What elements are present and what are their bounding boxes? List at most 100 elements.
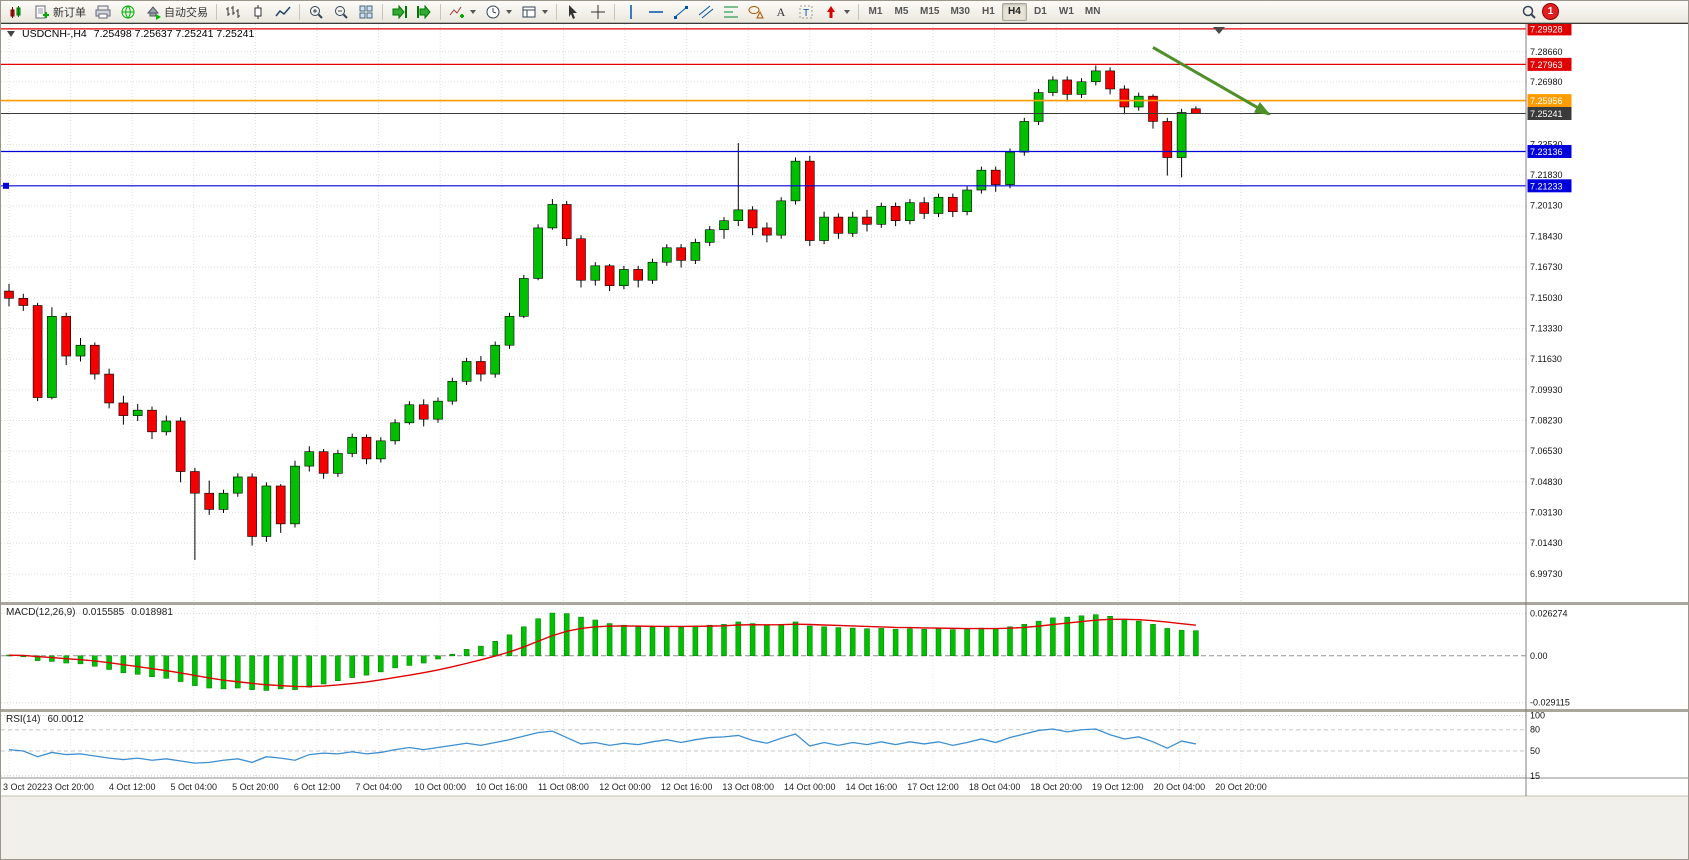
hline-handle[interactable] [3,182,9,189]
timeframe-m1-button[interactable]: M1 [863,3,888,21]
print-button[interactable] [91,2,115,22]
notification-badge[interactable]: 1 [1542,3,1559,20]
macd-histogram-bar [463,649,470,657]
timeframe-m30-button[interactable]: M30 [945,3,974,21]
macd-histogram-bar [606,623,613,657]
timeframe-h1-button[interactable]: H1 [976,3,1001,21]
crosshair-button[interactable] [586,2,610,22]
time-axis-label: 17 Oct 12:00 [907,782,959,792]
macd-histogram-bar [134,655,141,675]
arrows-button[interactable] [819,2,854,22]
price-axis-label: 7.08230 [1530,415,1563,425]
candle-bull [704,229,715,243]
macd-histogram-bar [664,626,670,657]
candle-bear [1148,95,1158,122]
price-axis-label: 6.99730 [1530,569,1563,579]
chart-shift-button[interactable] [412,2,436,22]
macd-signal-value: 0.018981 [131,607,173,618]
macd-histogram-bar [206,655,212,689]
macd-histogram-bar [435,655,441,660]
candle-bear [833,216,844,234]
text-label-button[interactable]: T [794,2,818,22]
macd-histogram-bar [277,655,284,690]
grid-lines [1,24,1526,778]
macd-pane[interactable] [1,612,1526,704]
tile-windows-icon [358,4,374,20]
macd-histogram-bar [363,655,370,676]
candle-bull [447,381,458,402]
candle-bull [533,227,543,279]
timeframe-w1-button[interactable]: W1 [1054,3,1079,21]
tile-windows-button[interactable] [354,2,378,22]
timeframe-h4-button[interactable]: H4 [1001,2,1027,21]
rsi-pane[interactable] [1,715,1526,777]
candle-bear [1062,79,1072,95]
new-order-button[interactable]: 新订单 [30,2,90,22]
one-click-trading-toggle[interactable] [7,31,15,37]
periods-button[interactable] [481,2,516,22]
macd-histogram-bar [649,626,656,657]
market-watch-button[interactable] [116,2,140,22]
line-chart-icon [275,4,291,20]
main-pane[interactable] [4,65,1201,560]
candle-bear [247,476,257,537]
macd-histogram-bar [864,628,870,657]
time-axis-label: 13 Oct 08:00 [722,782,774,792]
cursor-button[interactable] [561,2,585,22]
macd-histogram-bar [1121,618,1128,657]
zoom-out-button[interactable] [329,2,353,22]
auto-scroll-button[interactable] [387,2,411,22]
candle-bear [361,436,372,460]
candlestick-chart-button[interactable] [246,2,270,22]
chart-canvas[interactable]: 7.28660 7.26980 7.23530 7.21830 7.20130 7.184… [1,24,1689,860]
templates-icon [521,4,537,20]
trend-arrow-annotation[interactable] [1152,46,1271,116]
macd-histogram-bar [1078,615,1085,657]
macd-histogram-bar [935,628,942,657]
pane-divider-macd[interactable] [1,602,1689,605]
zoom-in-button[interactable] [304,2,328,22]
charts-button[interactable] [5,2,29,22]
auto-trading-button[interactable]: 自动交易 [141,2,212,22]
indicators-button[interactable] [445,2,480,22]
trendline-button[interactable] [669,2,693,22]
timeframe-mn-button[interactable]: MN [1080,3,1106,21]
price-axis-label: 7.20130 [1530,201,1563,211]
toolbar-group-chart-type [221,2,295,22]
macd-histogram-bar [849,627,856,657]
price-tag-7.27963 [1527,57,1572,71]
search-button[interactable] [1517,2,1541,22]
horizontal-line-button[interactable] [644,2,668,22]
candle-bull [404,404,415,424]
candle-bear [604,265,615,286]
candle-bull [733,209,744,221]
macd-histogram-bar [49,655,55,662]
chart-region[interactable]: 7.28660 7.26980 7.23530 7.21830 7.20130 7.184… [1,23,1689,860]
fibonacci-button[interactable] [719,2,743,22]
candle-bull [333,453,343,474]
auto-scroll-icon [391,4,407,20]
candle-bull [547,204,558,229]
text-button[interactable]: A [769,2,793,22]
price-tag-7.23136 [1527,144,1572,158]
candle-bear [676,247,686,261]
shapes-button[interactable] [744,2,768,22]
bar-chart-button[interactable] [221,2,245,22]
equidistant-channel-button[interactable] [694,2,718,22]
vertical-line-button[interactable] [619,2,643,22]
timeframe-m15-button[interactable]: M15 [915,3,944,21]
timeframe-m5-button[interactable]: M5 [889,3,914,21]
toolbar: 新订单 自动交易 A T M1 M5 M15 M30 H1 H4 D1 W1 MN 1 [1,1,1688,23]
periods-caret-icon [506,9,512,14]
arrows-caret-icon [844,9,850,14]
horizontal-line-icon [648,4,664,20]
macd-histogram-bar [678,626,684,657]
macd-histogram-bar [306,655,313,688]
timeframe-d1-button[interactable]: D1 [1028,3,1053,21]
candle-bear [1162,121,1173,158]
line-chart-button[interactable] [271,2,295,22]
pane-divider-rsi[interactable] [1,709,1689,712]
price-axis-label: 7.28660 [1530,47,1563,57]
templates-button[interactable] [517,2,552,22]
